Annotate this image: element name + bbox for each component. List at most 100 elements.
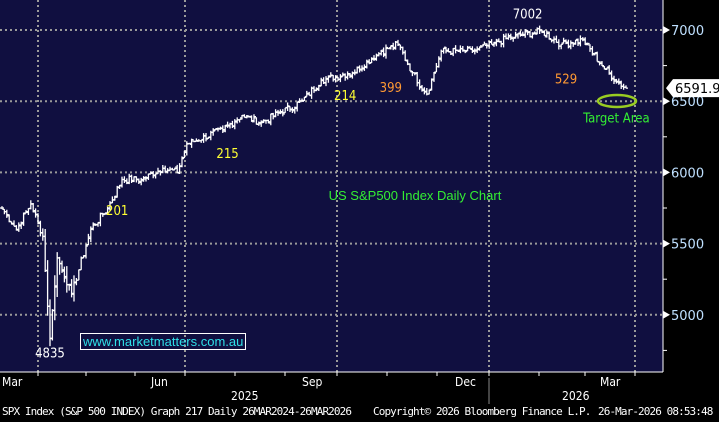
- footer-ticker-info: SPX Index (S&P 500 INDEX) Graph 217 Dail…: [2, 405, 352, 418]
- y-tick-label: 7000: [671, 24, 704, 39]
- price-bar: [278, 109, 283, 115]
- price-bar: [67, 283, 72, 291]
- price-bar: [304, 90, 309, 98]
- price-bar: [148, 171, 153, 175]
- price-bar: [62, 266, 67, 283]
- price-bar: [487, 40, 492, 49]
- price-bar: [597, 61, 602, 66]
- price-bar: [220, 125, 225, 134]
- price-bar: [456, 49, 460, 53]
- price-bar: [513, 31, 518, 39]
- price-bar: [441, 47, 446, 54]
- price-bar: [614, 78, 619, 84]
- price-bar: [429, 78, 434, 91]
- annotation-label: 4835: [35, 347, 65, 362]
- price-bar: [540, 29, 544, 34]
- price-bar: [561, 37, 566, 44]
- price-bar: [252, 114, 256, 123]
- price-bar: [465, 45, 470, 52]
- price-bar: [475, 46, 480, 53]
- y-tick-arrow: [663, 310, 670, 319]
- price-bar: [386, 47, 391, 50]
- price-bar: [537, 25, 542, 34]
- watermark-link[interactable]: www.marketmatters.com.au: [80, 333, 247, 350]
- price-bar: [302, 96, 307, 102]
- price-bar: [372, 55, 376, 61]
- x-tick-label: Mar: [2, 375, 23, 389]
- price-bar: [494, 38, 499, 47]
- price-bar: [16, 222, 21, 232]
- price-bar: [506, 33, 511, 40]
- price-bar: [211, 128, 216, 136]
- price-bar: [580, 37, 585, 42]
- last-price-label: 6591.90: [675, 82, 719, 97]
- price-bar: [19, 221, 24, 229]
- price-bar: [14, 225, 19, 231]
- price-bar: [463, 50, 468, 54]
- price-bar: [105, 206, 110, 215]
- price-bar: [88, 226, 93, 242]
- price-bar: [338, 74, 343, 83]
- price-bar: [381, 47, 386, 58]
- price-bar: [69, 279, 74, 298]
- x-tick-label: Jun: [150, 375, 168, 389]
- price-bar: [314, 87, 319, 92]
- price-bar: [4, 209, 9, 218]
- price-bar: [420, 85, 424, 92]
- ohlc-bars: [0, 25, 628, 347]
- price-bar: [112, 195, 117, 201]
- y-tick-arrow: [663, 239, 670, 248]
- price-bar: [163, 165, 168, 173]
- price-bar: [326, 75, 331, 83]
- price-bar: [585, 42, 590, 46]
- price-bar: [607, 65, 612, 75]
- price-bar: [295, 101, 300, 112]
- price-bar: [547, 31, 552, 40]
- price-bar: [280, 109, 285, 117]
- price-bar: [324, 76, 328, 87]
- price-bar: [544, 30, 549, 38]
- price-bar: [9, 221, 14, 225]
- price-bar: [360, 65, 364, 72]
- price-bar: [223, 125, 228, 133]
- price-bar: [151, 171, 156, 179]
- plot-area: [0, 0, 663, 372]
- price-bar: [249, 115, 254, 122]
- price-bar: [573, 39, 578, 45]
- price-bar: [86, 233, 91, 246]
- price-bar: [542, 30, 547, 37]
- price-bar: [91, 222, 96, 231]
- price-bar: [604, 67, 609, 70]
- chart-title: US S&P500 Index Daily Chart: [329, 188, 502, 203]
- price-bar: [590, 46, 595, 56]
- price-bar: [408, 63, 412, 72]
- price-bar: [444, 46, 448, 54]
- price-bar: [129, 174, 134, 184]
- price-chart: 5000 5500 6000 6500 7000 6591.90 4835 201 215 214…: [0, 0, 719, 404]
- price-bar: [470, 46, 475, 54]
- price-bar: [460, 46, 465, 52]
- price-bar: [256, 121, 261, 126]
- price-bar: [259, 120, 264, 127]
- year-label: 2026: [562, 389, 590, 403]
- price-bar: [290, 107, 295, 114]
- price-bar: [468, 46, 472, 50]
- y-tick-label: 5000: [671, 309, 704, 324]
- price-bar: [60, 260, 64, 273]
- price-bar: [523, 29, 528, 38]
- price-bar: [568, 40, 573, 50]
- annotation-label: Target Area: [582, 112, 650, 127]
- price-bar: [489, 39, 494, 45]
- price-bar: [244, 115, 249, 119]
- price-bar: [492, 41, 496, 47]
- price-bar: [52, 275, 57, 321]
- price-bar: [285, 102, 290, 112]
- price-bar: [624, 85, 628, 89]
- price-bar: [31, 203, 36, 213]
- price-bar: [391, 42, 396, 51]
- last-price-tag: [666, 79, 719, 98]
- price-bar: [566, 39, 571, 49]
- price-bar: [482, 41, 487, 46]
- price-bar: [333, 75, 338, 83]
- price-bar: [364, 59, 369, 69]
